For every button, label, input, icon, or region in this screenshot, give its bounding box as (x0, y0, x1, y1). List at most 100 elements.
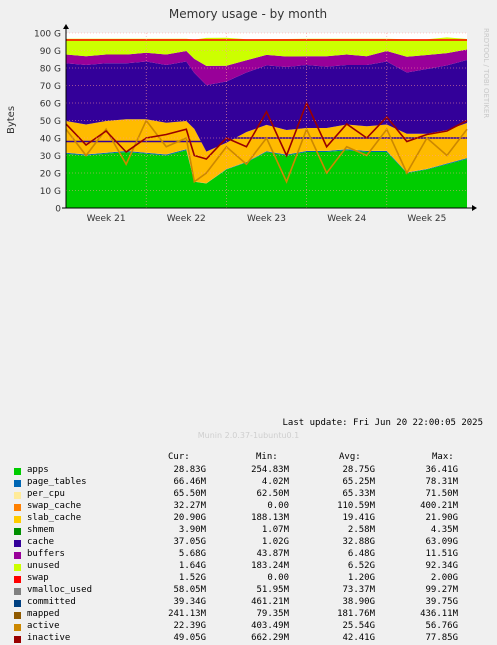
legend-value-min: 1.07M (261, 525, 289, 535)
legend-value-max: 56.76G (425, 621, 458, 631)
legend-value-max: 36.41G (425, 465, 458, 475)
legend-value-avg: 19.41G (342, 513, 375, 523)
legend-label: mapped (27, 609, 60, 619)
y-tick-label: 40 G (40, 135, 61, 145)
legend-value-max: 4.35M (430, 525, 458, 535)
legend-value-cur: 49.05G (173, 633, 206, 643)
legend-row-buffers: buffers 5.68G 43.87M 6.48G 11.51G (0, 549, 497, 561)
legend-value-avg: 65.33M (342, 489, 375, 499)
legend-header-avg: Avg: (339, 452, 361, 462)
y-tick-label: 80 G (40, 65, 61, 75)
y-tick-label: 100 G (34, 30, 61, 40)
legend-value-avg: 32.88G (342, 537, 375, 547)
legend-row-per_cpu: per_cpu 65.50M 62.50M 65.33M 71.50M (0, 489, 497, 501)
legend-swatch (14, 552, 21, 559)
y-axis-label: Bytes (6, 106, 17, 134)
legend-swatch (14, 636, 21, 643)
legend-swatch (14, 516, 21, 523)
legend-value-avg: 6.52G (347, 561, 375, 571)
legend-row-active: active 22.39G 403.49M 25.54G 56.76G (0, 621, 497, 633)
y-tick-label: 10 G (40, 187, 61, 197)
legend-value-min: 43.87M (256, 549, 289, 559)
legend-header-max: Max: (432, 452, 454, 462)
legend-swatch (14, 528, 21, 535)
x-axis-arrow (472, 205, 477, 211)
legend-value-cur: 32.27M (173, 501, 206, 511)
legend-value-max: 78.31M (425, 477, 458, 487)
legend-row-slab_cache: slab_cache 20.90G 188.13M 19.41G 21.90G (0, 513, 497, 525)
legend-row-swap_cache: swap_cache 32.27M 0.00 110.59M 400.21M (0, 501, 497, 513)
legend-value-min: 403.49M (251, 621, 289, 631)
legend-label: per_cpu (27, 489, 65, 499)
legend-value-max: 39.75G (425, 597, 458, 607)
area-buffers (66, 49, 467, 86)
legend-label: inactive (27, 633, 71, 643)
legend-label: swap (27, 573, 49, 583)
legend-value-min: 62.50M (256, 489, 289, 499)
legend-label: active (27, 621, 60, 631)
legend-value-cur: 1.64G (178, 561, 206, 571)
legend-value-avg: 2.58M (347, 525, 375, 535)
legend-value-cur: 1.52G (178, 573, 206, 583)
x-tick-label: Week 21 (87, 214, 126, 224)
y-tick-label: 30 G (40, 152, 61, 162)
legend-value-min: 254.83M (251, 465, 289, 475)
munin-version: Munin 2.0.37-1ubuntu0.1 (197, 431, 300, 440)
legend-value-cur: 5.68G (178, 549, 206, 559)
legend-label: swap_cache (27, 501, 82, 511)
y-tick-label: 70 G (40, 82, 61, 92)
legend-value-avg: 28.75G (342, 465, 375, 475)
legend-label: shmem (27, 525, 55, 535)
legend-value-avg: 38.90G (342, 597, 375, 607)
legend-swatch (14, 492, 21, 499)
legend-swatch (14, 564, 21, 571)
legend-value-min: 0.00 (267, 573, 289, 583)
legend-row-cache: cache 37.05G 1.02G 32.88G 63.09G (0, 537, 497, 549)
legend-value-cur: 3.90M (178, 525, 206, 535)
area-unused (66, 37, 467, 66)
legend-value-max: 400.21M (420, 501, 458, 511)
legend-value-cur: 20.90G (173, 513, 206, 523)
legend-value-max: 21.90G (425, 513, 458, 523)
legend-value-cur: 65.50M (173, 489, 206, 499)
legend-value-cur: 28.83G (173, 465, 206, 475)
legend-value-cur: 39.34G (173, 597, 206, 607)
legend-row-vmalloc_used: vmalloc_used 58.05M 51.95M 73.37M 99.27M (0, 585, 497, 597)
legend-value-max: 11.51G (425, 549, 458, 559)
y-tick-label: 20 G (40, 170, 61, 180)
legend-swatch (14, 612, 21, 619)
y-tick-label: 60 G (40, 100, 61, 110)
y-tick-label: 90 G (40, 47, 61, 57)
legend-value-max: 92.34G (425, 561, 458, 571)
legend-value-avg: 65.25M (342, 477, 375, 487)
legend-swatch (14, 600, 21, 607)
legend-value-max: 63.09G (425, 537, 458, 547)
y-axis-arrow (63, 24, 69, 29)
legend-value-cur: 58.05M (173, 585, 206, 595)
legend-label: apps (27, 465, 49, 475)
area-cache (66, 59, 467, 152)
legend-value-min: 1.02G (261, 537, 289, 547)
area-apps (66, 150, 467, 208)
legend-label: page_tables (27, 477, 87, 487)
legend-row-swap: swap 1.52G 0.00 1.20G 2.00G (0, 573, 497, 585)
legend-label: buffers (27, 549, 65, 559)
legend-label: unused (27, 561, 60, 571)
legend-value-min: 79.35M (256, 609, 289, 619)
legend-swatch (14, 624, 21, 631)
legend-value-min: 0.00 (267, 501, 289, 511)
legend-label: cache (27, 537, 55, 547)
legend-header-cur: Cur: (168, 452, 190, 462)
legend-value-min: 188.13M (251, 513, 289, 523)
legend-value-cur: 241.13M (168, 609, 206, 619)
legend-swatch (14, 540, 21, 547)
legend-swatch (14, 576, 21, 583)
legend-row-apps: apps 28.83G 254.83M 28.75G 36.41G (0, 465, 497, 477)
legend-value-cur: 22.39G (173, 621, 206, 631)
legend-value-max: 71.50M (425, 489, 458, 499)
legend-value-min: 183.24M (251, 561, 289, 571)
rrdtool-label: RRDTOOL / TOBI OETIKER (482, 28, 490, 118)
legend-value-min: 51.95M (256, 585, 289, 595)
line-active (65, 118, 468, 184)
legend-value-min: 461.21M (251, 597, 289, 607)
